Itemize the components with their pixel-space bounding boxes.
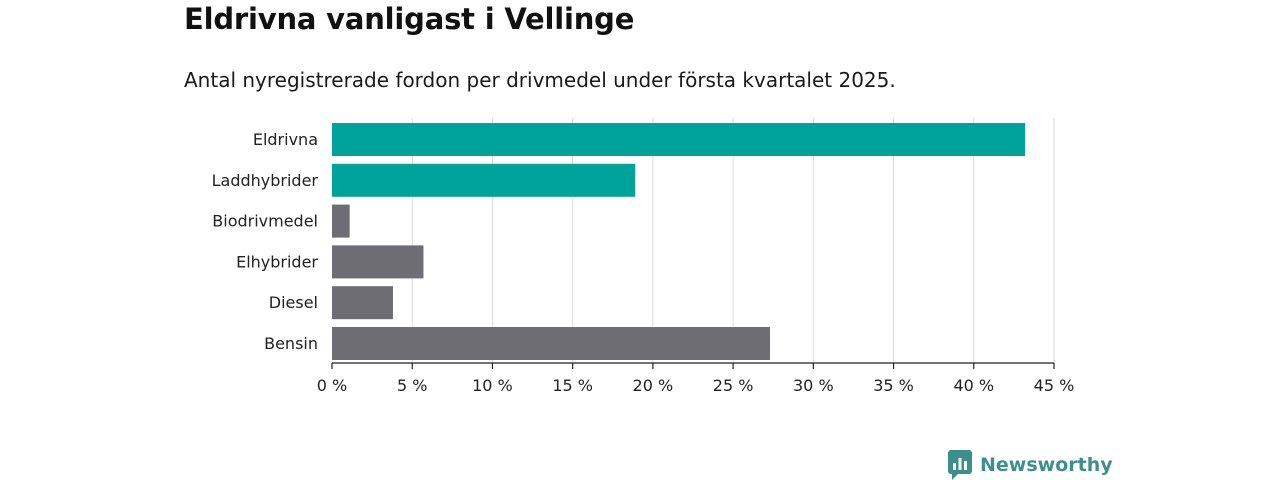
x-tick-label: 15 % [552, 376, 593, 395]
x-tick-label: 40 % [953, 376, 994, 395]
x-tick-label: 20 % [633, 376, 674, 395]
category-label: Bensin [264, 334, 318, 353]
category-label: Eldrivna [253, 130, 318, 149]
bar [332, 123, 1026, 156]
bar [332, 286, 393, 320]
category-label: Biodrivmedel [212, 212, 318, 231]
bar [332, 163, 636, 197]
bar [332, 204, 350, 238]
x-tick-label: 0 % [317, 376, 347, 395]
bar [332, 245, 424, 279]
x-tick-label: 5 % [397, 376, 427, 395]
x-tick-label: 35 % [873, 376, 914, 395]
chart-title: Eldrivna vanligast i Vellinge [184, 2, 635, 36]
x-tick-label: 45 % [1034, 376, 1075, 395]
x-tick-label: 10 % [472, 376, 513, 395]
x-tick-label: 25 % [713, 376, 754, 395]
newsworthy-logo: Newsworthy [948, 450, 1113, 480]
category-label: Laddhybrider [212, 171, 319, 190]
chart-subtitle: Antal nyregistrerade fordon per drivmede… [184, 68, 896, 92]
newsworthy-logo-icon [948, 450, 972, 480]
newsworthy-logo-text: Newsworthy [980, 454, 1113, 476]
category-label: Elhybrider [236, 252, 318, 271]
x-tick-label: 30 % [793, 376, 834, 395]
bar [332, 327, 771, 360]
category-label: Diesel [269, 293, 318, 312]
